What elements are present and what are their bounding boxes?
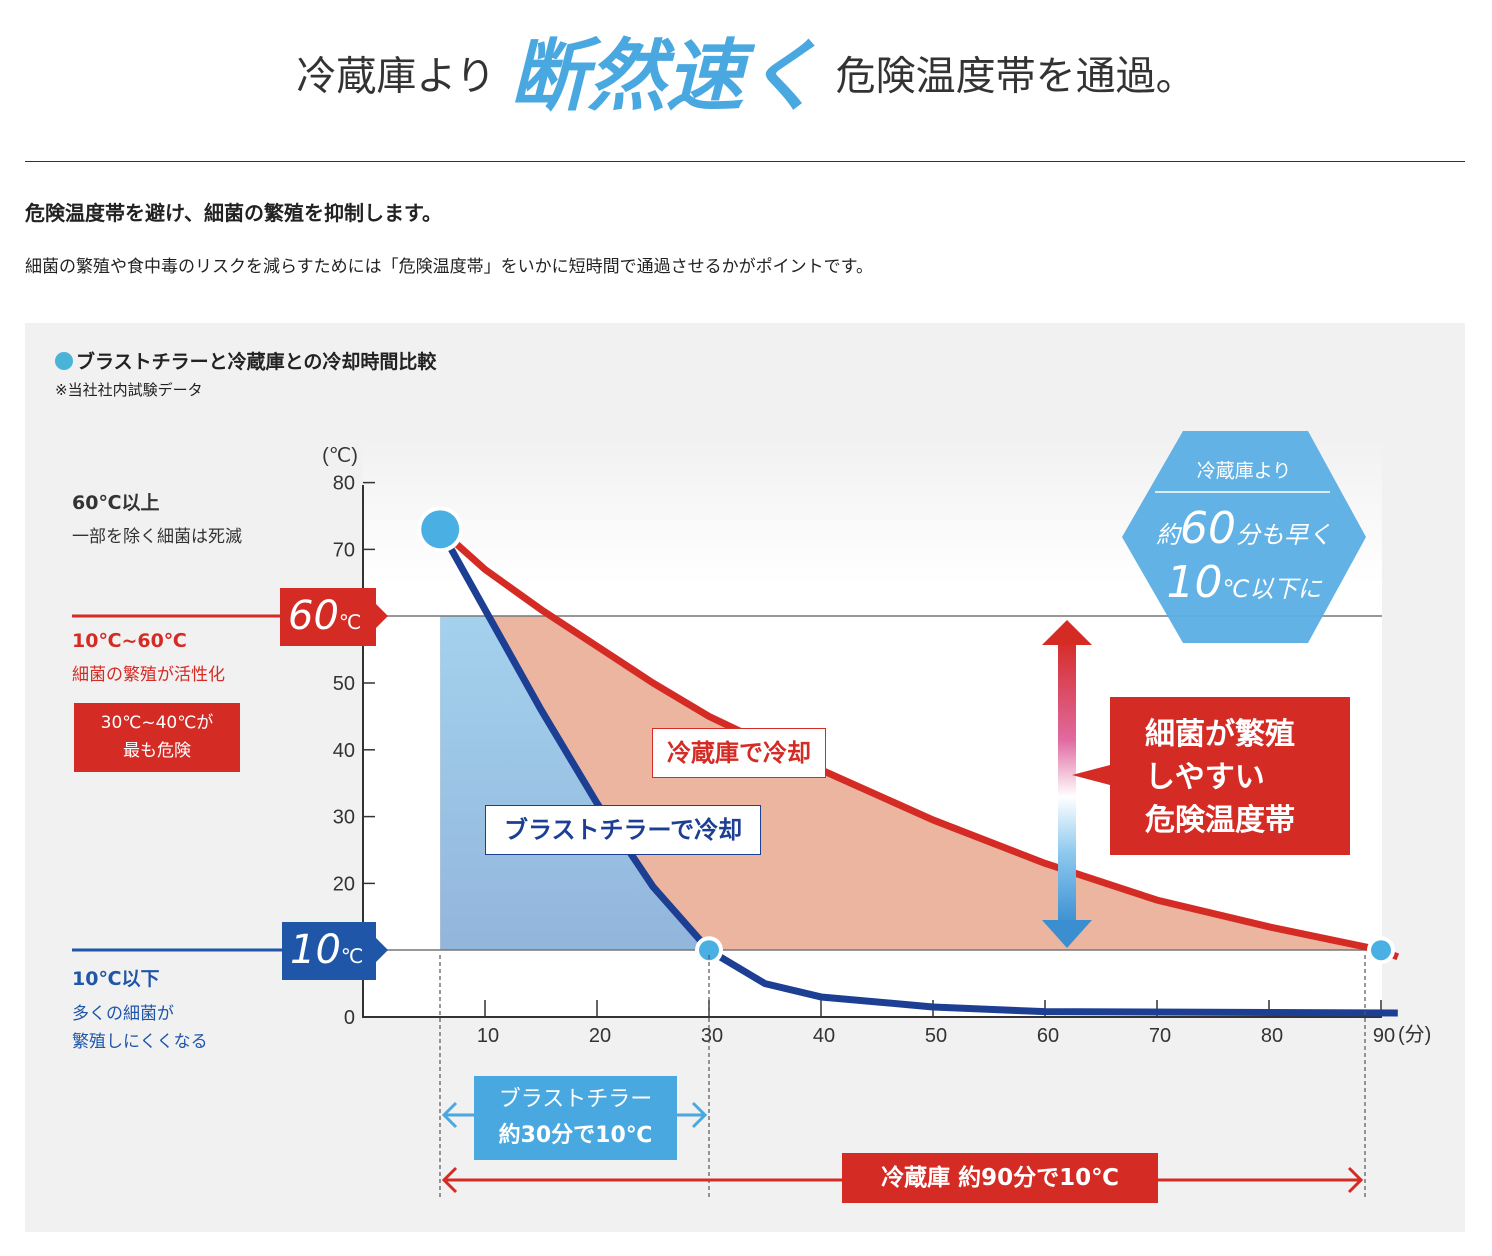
- danger-box-text: 細菌が繁殖 しやすい 危険温度帯: [1145, 713, 1295, 842]
- guide-lines: [439, 955, 1366, 1200]
- hex-line3-post: ℃以下に: [1222, 575, 1322, 603]
- blast-time-line1: ブラストチラー: [498, 1087, 653, 1112]
- marker-60-unit: ℃: [338, 610, 362, 634]
- zone-below10-desc1: 多くの細菌が: [72, 1004, 174, 1024]
- marker-10-label: 10℃: [290, 926, 363, 980]
- panel-note: ※当社社内試験データ: [55, 381, 203, 399]
- data-point: [699, 940, 719, 961]
- y-tick-label: 20: [333, 873, 355, 895]
- blast-time-box: ブラストチラー 約30分で10℃: [474, 1076, 677, 1160]
- blast-time-line2: 約30分で10℃: [498, 1123, 653, 1148]
- x-tick-label: 50: [925, 1025, 947, 1047]
- series-label-fridge: 冷蔵庫で冷却: [652, 728, 826, 778]
- danger-zone-box: [1072, 697, 1350, 855]
- y-tick-label: 50: [333, 673, 355, 695]
- data-point: [1371, 940, 1391, 961]
- subheading: 危険温度帯を避け、細菌の繁殖を抑制します。: [25, 201, 442, 225]
- x-tick-label: 30: [701, 1025, 723, 1047]
- panel-title-text: ブラストチラーと冷蔵庫との冷却時間比較: [76, 351, 437, 373]
- marker-60-label: 60℃: [288, 592, 361, 646]
- danger-line3: 危険温度帯: [1145, 803, 1295, 838]
- y-tick-label: 0: [344, 1007, 355, 1029]
- series-label-blast: ブラストチラーで冷却: [485, 805, 762, 855]
- peak-line1: 30℃~40℃が: [100, 713, 214, 733]
- zone-mid-desc: 細菌の繁殖が活性化: [72, 665, 225, 685]
- bullet-dot-icon: [55, 352, 73, 370]
- marker-10: [282, 922, 388, 980]
- x-axis-unit: (分): [1398, 1023, 1431, 1046]
- headline: 冷蔵庫より 断然速く 危険温度帯を通過。: [0, 28, 1492, 125]
- x-tick-label: 70: [1149, 1025, 1171, 1047]
- x-tick-label: 90: [1373, 1025, 1395, 1047]
- headline-after: 危険温度帯を通過。: [835, 53, 1196, 100]
- zone-mid-title: 10℃~60℃: [72, 630, 187, 652]
- zone-below10-desc2: 繁殖しにくくなる: [72, 1032, 208, 1052]
- y-tick-label: 40: [333, 740, 355, 762]
- y-tick-label: 70: [333, 539, 355, 561]
- x-tick-label: 60: [1037, 1025, 1059, 1047]
- hex-line1: 冷蔵庫より: [1196, 460, 1292, 482]
- y-tick-label: 30: [333, 807, 355, 829]
- blast-area-fill: [440, 616, 709, 950]
- data-point: [421, 510, 460, 549]
- zone-below10-title: 10℃以下: [72, 968, 160, 990]
- y-axis-unit: (℃): [322, 445, 358, 467]
- zone-above60-desc: 一部を除く細菌は死滅: [72, 527, 242, 547]
- panel-title: ブラストチラーと冷蔵庫との冷却時間比較: [55, 350, 436, 374]
- fridge-time-box: 冷蔵庫 約90分で10℃: [842, 1153, 1158, 1203]
- x-tick-label: 10: [477, 1025, 499, 1047]
- marker-60: [280, 588, 388, 646]
- peak-line2: 最も危険: [123, 741, 191, 761]
- divider: [25, 161, 1465, 162]
- hex-line2-pre: 約: [1156, 521, 1180, 549]
- hex-line3-num: 10: [1166, 557, 1223, 608]
- lead-text: 細菌の繁殖や食中毒のリスクを減らすためには「危険温度帯」をいかに短時間で通過させ…: [25, 257, 873, 277]
- hex-line3: 10℃以下に: [1122, 558, 1366, 608]
- x-tick-label: 80: [1261, 1025, 1283, 1047]
- marker-60-number: 60: [288, 593, 339, 639]
- hex-line2: 約60分も早く: [1122, 504, 1366, 554]
- headline-before: 冷蔵庫より: [296, 53, 496, 100]
- marker-10-unit: ℃: [340, 944, 364, 968]
- marker-10-number: 10: [290, 927, 341, 973]
- danger-band-arrow-icon: [1042, 620, 1092, 948]
- x-tick-label: 40: [813, 1025, 835, 1047]
- hex-line2-post: 分も早く: [1236, 521, 1332, 549]
- headline-emphasis: 断然速く: [509, 30, 822, 122]
- y-tick-label: 80: [333, 473, 355, 495]
- danger-line2: しやすい: [1145, 760, 1265, 795]
- zone-above60-title: 60℃以上: [72, 492, 160, 514]
- hexagon-badge: [1122, 431, 1366, 643]
- danger-line1: 細菌が繁殖: [1145, 717, 1295, 752]
- hex-line2-num: 60: [1180, 503, 1236, 554]
- peak-danger-box: 30℃~40℃が 最も危険: [74, 703, 240, 772]
- x-tick-label: 20: [589, 1025, 611, 1047]
